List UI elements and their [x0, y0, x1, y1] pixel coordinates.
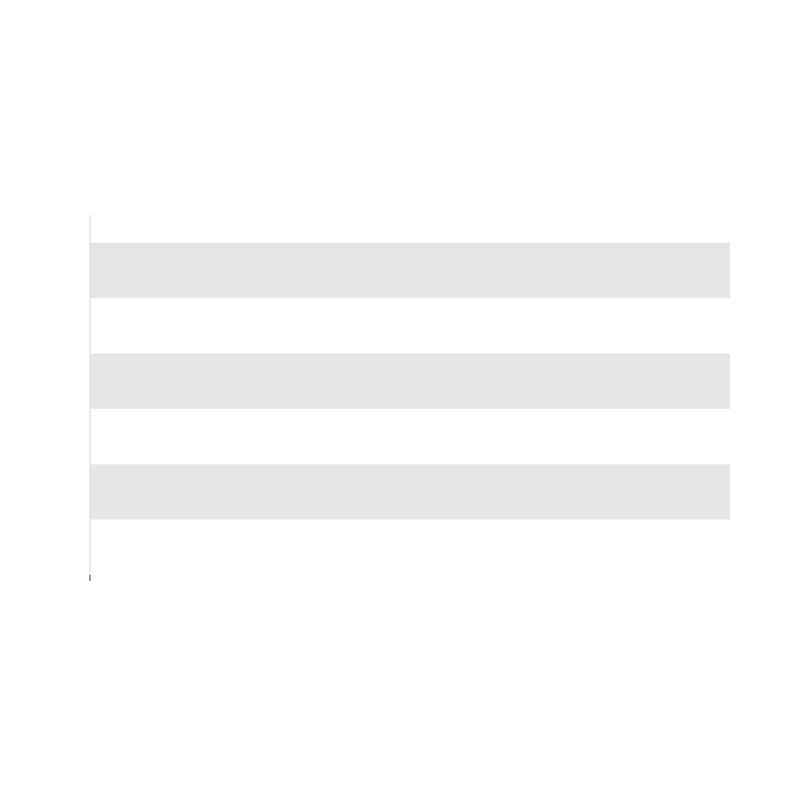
- grid-band: [90, 409, 730, 464]
- grid-band: [90, 353, 730, 408]
- grid-band: [90, 215, 730, 243]
- grid-band: [90, 520, 730, 575]
- grid-band: [90, 464, 730, 519]
- grid-band: [90, 243, 730, 298]
- grid-band: [90, 298, 730, 353]
- dyno-chart: [0, 0, 800, 800]
